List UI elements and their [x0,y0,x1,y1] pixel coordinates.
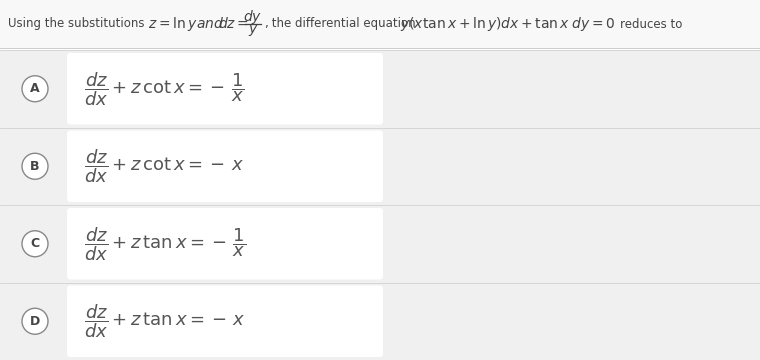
Text: $\dfrac{dz}{dx} + z\,\cot x = -\,x$: $\dfrac{dz}{dx} + z\,\cot x = -\,x$ [84,148,244,185]
Circle shape [22,153,48,179]
FancyBboxPatch shape [67,208,383,279]
Bar [0,0,760,48]
Bar [0,127,760,205]
Bar [0,283,760,360]
FancyBboxPatch shape [67,53,383,125]
Circle shape [22,76,48,102]
FancyBboxPatch shape [67,285,383,357]
Text: the differential equation: the differential equation [268,18,420,31]
Bar [0,50,760,127]
Circle shape [22,308,48,334]
Text: $\dfrac{dz}{dx} + z\,\cot x = -\,\dfrac{1}{x}$: $\dfrac{dz}{dx} + z\,\cot x = -\,\dfrac{… [84,70,245,108]
Text: C: C [30,237,40,250]
Text: $\dfrac{dz}{dx} + z\,\tan x = -\,x$: $\dfrac{dz}{dx} + z\,\tan x = -\,x$ [84,302,245,340]
Text: $\dfrac{dz}{dx} + z\,\tan x = -\,\dfrac{1}{x}$: $\dfrac{dz}{dx} + z\,\tan x = -\,\dfrac{… [84,225,246,262]
Text: $dz =$: $dz =$ [218,17,249,31]
Circle shape [22,231,48,257]
Text: reduces to: reduces to [620,18,682,31]
Text: A: A [30,82,40,95]
Bar [0,205,760,283]
Text: $y(x\tan x + \ln y)dx + \tan x\; dy = 0$: $y(x\tan x + \ln y)dx + \tan x\; dy = 0$ [400,15,616,33]
FancyBboxPatch shape [67,130,383,202]
Text: D: D [30,315,40,328]
Text: $and$: $and$ [196,17,224,31]
Text: B: B [30,160,40,173]
Text: $z = \ln y$: $z = \ln y$ [148,15,198,33]
Text: $dy$: $dy$ [243,8,263,26]
Text: Using the substitutions: Using the substitutions [8,18,148,31]
Text: $y$: $y$ [248,23,258,39]
Text: ,: , [264,18,268,31]
